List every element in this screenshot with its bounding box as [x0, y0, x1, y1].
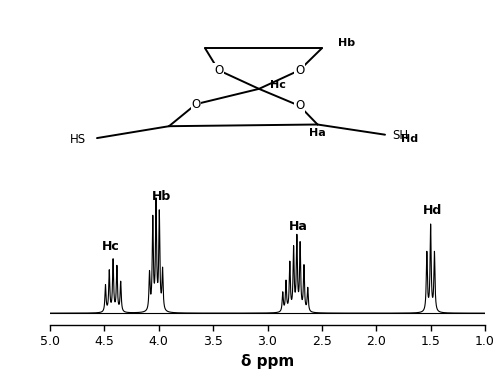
Text: O: O [295, 99, 304, 112]
Text: O: O [192, 98, 200, 111]
Text: Hb: Hb [338, 38, 355, 48]
X-axis label: δ ppm: δ ppm [241, 354, 294, 369]
Text: Hc: Hc [102, 240, 120, 253]
Text: Ha: Ha [289, 220, 308, 233]
Text: HS: HS [70, 133, 86, 146]
Text: O: O [214, 64, 223, 77]
Text: SH: SH [392, 129, 408, 142]
Text: Hc: Hc [270, 80, 286, 90]
Text: Ha: Ha [308, 128, 326, 138]
Text: Hd: Hd [423, 204, 442, 217]
Text: O: O [295, 64, 304, 77]
Text: Hd: Hd [401, 134, 418, 144]
Text: Hb: Hb [152, 190, 172, 203]
